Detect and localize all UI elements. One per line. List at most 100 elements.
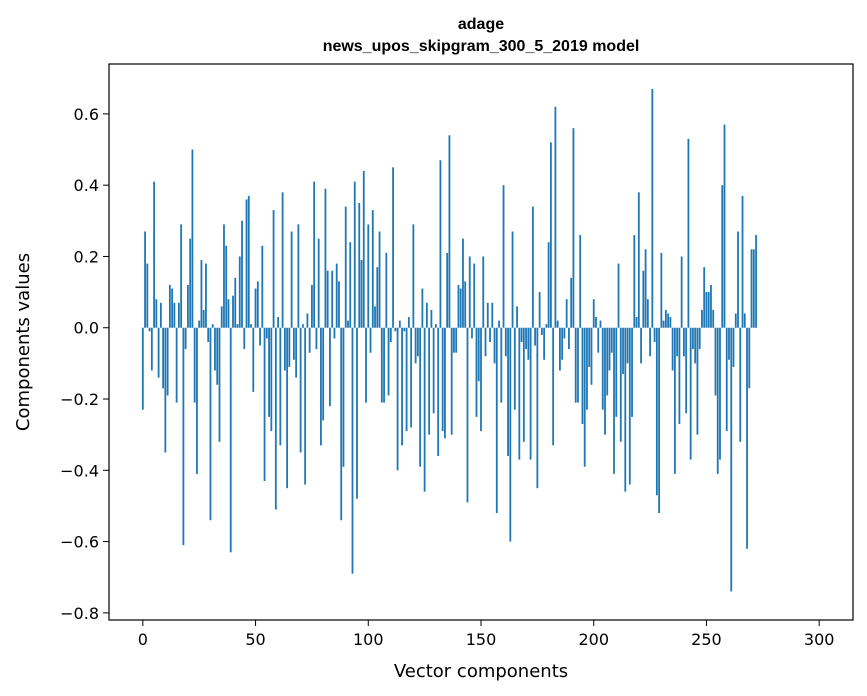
bar — [175, 327, 178, 403]
bar — [588, 327, 591, 367]
bar — [162, 327, 165, 389]
bar — [209, 327, 212, 521]
bar — [752, 249, 755, 328]
bar — [739, 327, 742, 442]
bar — [716, 327, 719, 474]
bar — [159, 302, 162, 328]
bar — [495, 327, 498, 514]
bar — [425, 302, 428, 328]
bar — [216, 327, 219, 385]
bar — [737, 231, 739, 328]
bar — [279, 327, 282, 446]
bar — [493, 327, 496, 364]
bar — [407, 317, 410, 328]
bar — [552, 327, 555, 446]
bar — [263, 327, 266, 481]
x-tick-label: 250 — [691, 630, 722, 649]
bar — [712, 309, 715, 328]
x-tick-label: 100 — [353, 630, 384, 649]
bar — [619, 327, 622, 442]
bar — [272, 210, 275, 328]
bar — [283, 327, 286, 371]
bar — [676, 327, 679, 357]
bar — [371, 210, 374, 328]
bar — [311, 284, 313, 328]
bar — [719, 327, 721, 460]
bar — [597, 327, 600, 353]
bar — [301, 324, 304, 328]
bar — [277, 317, 279, 328]
bar — [746, 327, 748, 549]
bar — [202, 309, 205, 328]
bar — [473, 263, 476, 328]
bar — [184, 327, 187, 350]
bar — [683, 327, 685, 357]
bar — [173, 302, 176, 328]
bar — [540, 327, 543, 335]
bar — [606, 327, 609, 396]
bar — [362, 170, 365, 328]
bar — [662, 320, 665, 328]
bar — [534, 327, 537, 346]
bar — [367, 224, 370, 328]
bar — [351, 327, 354, 574]
bar — [707, 292, 710, 328]
x-tick-label: 150 — [466, 630, 497, 649]
bar — [401, 327, 403, 446]
bar — [342, 327, 345, 467]
bar — [671, 327, 674, 371]
bar — [317, 238, 320, 328]
bar — [150, 327, 153, 371]
bar — [563, 327, 566, 339]
y-tick-label: −0.4 — [60, 461, 99, 480]
bar — [545, 324, 548, 328]
bar — [658, 327, 661, 514]
bar — [177, 302, 180, 328]
bar — [730, 327, 733, 592]
bar — [701, 309, 703, 328]
bar — [223, 224, 225, 328]
bar — [211, 324, 214, 328]
bar — [326, 270, 329, 328]
bar — [324, 188, 327, 328]
bar — [498, 320, 500, 328]
bar — [200, 260, 203, 328]
bar — [374, 306, 376, 328]
bar — [254, 288, 257, 328]
bar — [416, 327, 419, 357]
bar — [252, 327, 255, 392]
bar — [423, 327, 426, 492]
bar — [205, 263, 207, 328]
bar — [274, 327, 277, 510]
bar — [304, 327, 307, 485]
bar — [568, 327, 570, 350]
bar — [581, 327, 584, 424]
bar — [689, 327, 692, 460]
bar — [637, 192, 640, 328]
bar — [236, 324, 239, 328]
bar — [398, 320, 401, 328]
bar — [522, 327, 525, 442]
y-tick-label: −0.8 — [60, 604, 99, 623]
bar — [651, 88, 654, 328]
bar — [678, 327, 681, 424]
y-tick-label: −0.6 — [60, 533, 99, 552]
bar — [577, 327, 579, 403]
bar — [462, 238, 464, 328]
bar — [250, 324, 252, 328]
y-tick-label: 0.0 — [74, 319, 99, 338]
bar — [198, 320, 201, 328]
bar — [626, 327, 629, 364]
bar — [441, 327, 444, 432]
bar — [286, 327, 289, 489]
bar — [320, 327, 322, 446]
bar — [356, 327, 358, 499]
bar — [457, 284, 460, 328]
bar — [725, 327, 728, 432]
bar — [649, 327, 651, 357]
bar — [692, 327, 694, 350]
bar — [270, 327, 273, 432]
bar — [599, 320, 602, 328]
bar — [755, 235, 757, 328]
